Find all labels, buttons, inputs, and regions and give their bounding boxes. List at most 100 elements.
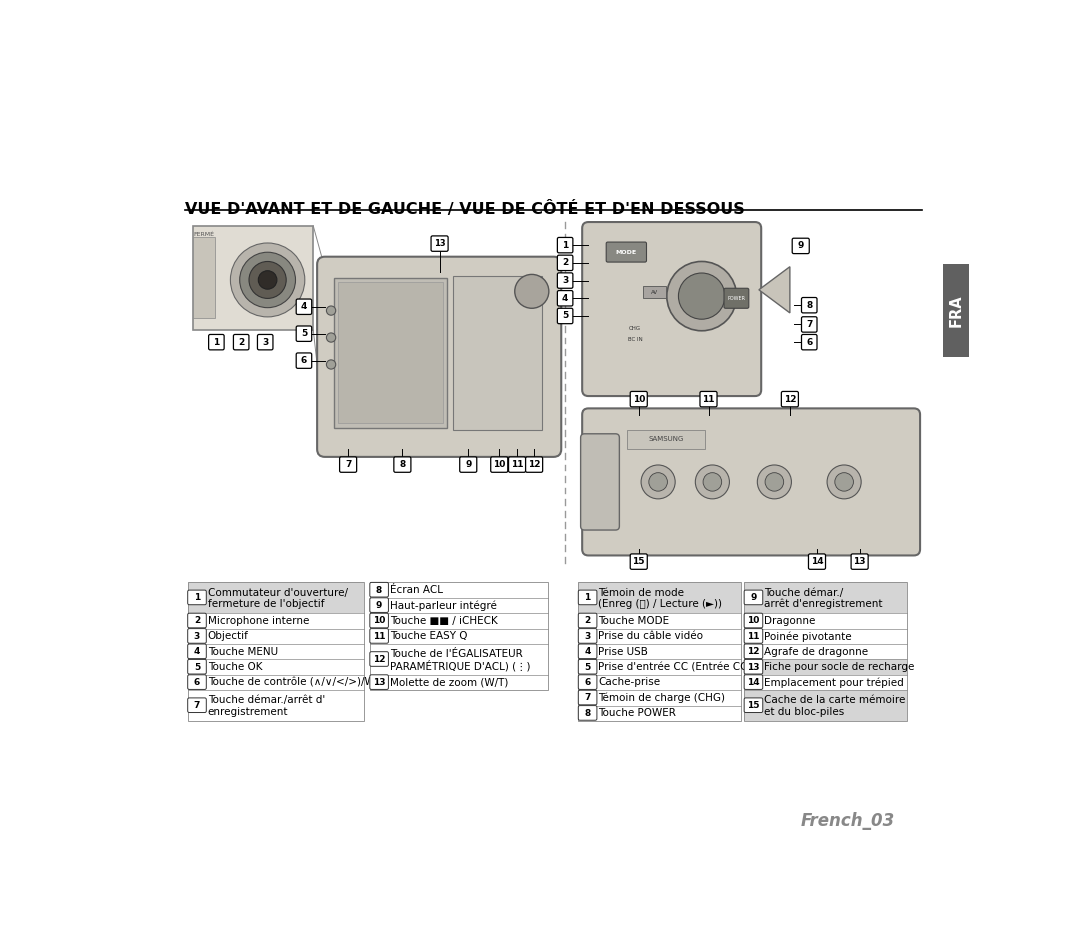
Text: 1: 1 — [213, 338, 219, 347]
Text: 11: 11 — [511, 460, 524, 469]
Text: 6: 6 — [806, 338, 812, 347]
Text: 9: 9 — [797, 242, 804, 250]
Text: Prise du câble vidéo: Prise du câble vidéo — [598, 631, 703, 642]
Text: 2: 2 — [238, 338, 244, 347]
Text: (Enreg (🎥) / Lecture (►)): (Enreg (🎥) / Lecture (►)) — [598, 599, 723, 609]
Text: 11: 11 — [702, 395, 715, 404]
Text: AV: AV — [650, 289, 658, 294]
Bar — [643, 286, 666, 298]
FancyBboxPatch shape — [431, 236, 448, 251]
Text: 13: 13 — [853, 557, 866, 566]
Text: 15: 15 — [633, 557, 645, 566]
Text: 8: 8 — [400, 460, 405, 469]
FancyBboxPatch shape — [369, 613, 389, 627]
Polygon shape — [759, 267, 789, 313]
FancyBboxPatch shape — [208, 334, 225, 350]
Text: 13: 13 — [373, 678, 386, 687]
FancyBboxPatch shape — [744, 698, 762, 712]
FancyBboxPatch shape — [188, 698, 206, 712]
FancyBboxPatch shape — [801, 334, 816, 350]
Text: 13: 13 — [434, 239, 445, 248]
Text: Écran ACL: Écran ACL — [390, 585, 443, 595]
Bar — [578, 583, 741, 613]
Text: 2: 2 — [562, 258, 568, 268]
Text: 4: 4 — [562, 294, 568, 303]
Text: 3: 3 — [562, 276, 568, 285]
Circle shape — [249, 262, 286, 298]
Bar — [578, 583, 741, 721]
FancyBboxPatch shape — [793, 238, 809, 253]
Text: 8: 8 — [806, 301, 812, 309]
Text: 8: 8 — [376, 585, 382, 595]
FancyBboxPatch shape — [801, 297, 816, 313]
Text: PARAMÉTRIQUE D'ACL) (⋮): PARAMÉTRIQUE D'ACL) (⋮) — [390, 660, 530, 671]
Circle shape — [515, 274, 549, 308]
FancyBboxPatch shape — [809, 554, 825, 569]
Text: 6: 6 — [301, 356, 307, 366]
FancyBboxPatch shape — [296, 299, 312, 314]
FancyBboxPatch shape — [744, 660, 762, 674]
FancyBboxPatch shape — [557, 255, 572, 270]
Text: Commutateur d'ouverture/: Commutateur d'ouverture/ — [207, 587, 348, 598]
Text: Cache de la carte mémoire: Cache de la carte mémoire — [765, 695, 906, 705]
Circle shape — [765, 473, 784, 491]
Bar — [334, 278, 446, 428]
Text: Touche OK: Touche OK — [207, 662, 262, 672]
Circle shape — [258, 270, 276, 289]
Text: Prise USB: Prise USB — [598, 646, 648, 657]
Text: 5: 5 — [584, 663, 591, 671]
Bar — [193, 237, 215, 318]
Circle shape — [326, 360, 336, 369]
FancyBboxPatch shape — [700, 391, 717, 407]
Text: Cache-prise: Cache-prise — [598, 678, 661, 687]
Text: Haut-parleur intégré: Haut-parleur intégré — [390, 601, 497, 611]
Circle shape — [835, 473, 853, 491]
Text: 1: 1 — [194, 593, 200, 603]
Text: French_03: French_03 — [801, 812, 895, 830]
Bar — [453, 276, 542, 430]
FancyBboxPatch shape — [318, 257, 562, 457]
Circle shape — [326, 306, 336, 315]
FancyBboxPatch shape — [369, 583, 389, 597]
Text: Témoin de mode: Témoin de mode — [598, 587, 685, 598]
Text: Touche MENU: Touche MENU — [207, 646, 278, 657]
Text: SAMSUNG: SAMSUNG — [648, 436, 684, 442]
Text: fermeture de l'objectif: fermeture de l'objectif — [207, 599, 324, 609]
FancyBboxPatch shape — [557, 290, 572, 306]
FancyBboxPatch shape — [744, 675, 762, 689]
Circle shape — [827, 465, 861, 499]
Text: 6: 6 — [584, 678, 591, 687]
FancyBboxPatch shape — [460, 457, 476, 472]
Text: 11: 11 — [373, 632, 386, 641]
Text: 5: 5 — [301, 329, 307, 338]
FancyBboxPatch shape — [724, 288, 748, 308]
FancyBboxPatch shape — [188, 675, 206, 689]
FancyBboxPatch shape — [369, 652, 389, 666]
Text: 7: 7 — [193, 701, 200, 710]
FancyBboxPatch shape — [369, 675, 389, 689]
Text: 12: 12 — [747, 647, 759, 656]
FancyBboxPatch shape — [781, 391, 798, 407]
Text: 7: 7 — [345, 460, 351, 469]
Bar — [188, 583, 364, 721]
Circle shape — [240, 252, 296, 307]
FancyBboxPatch shape — [582, 222, 761, 396]
Text: 8: 8 — [584, 709, 591, 718]
Text: 2: 2 — [194, 616, 200, 625]
FancyBboxPatch shape — [394, 457, 410, 472]
Text: 3: 3 — [194, 632, 200, 641]
Text: arrêt d'enregistrement: arrêt d'enregistrement — [765, 599, 882, 609]
FancyBboxPatch shape — [296, 353, 312, 368]
Text: Touche ■■ / iCHECK: Touche ■■ / iCHECK — [390, 616, 498, 625]
Text: 10: 10 — [633, 395, 645, 404]
FancyBboxPatch shape — [557, 308, 572, 324]
Text: 12: 12 — [528, 460, 540, 469]
Bar — [188, 583, 364, 613]
FancyBboxPatch shape — [578, 675, 597, 689]
FancyBboxPatch shape — [744, 613, 762, 627]
FancyBboxPatch shape — [851, 554, 868, 569]
Text: et du bloc-piles: et du bloc-piles — [765, 706, 845, 717]
Text: 9: 9 — [751, 593, 757, 603]
Text: Témoin de charge (CHG): Témoin de charge (CHG) — [598, 693, 726, 704]
Circle shape — [649, 473, 667, 491]
